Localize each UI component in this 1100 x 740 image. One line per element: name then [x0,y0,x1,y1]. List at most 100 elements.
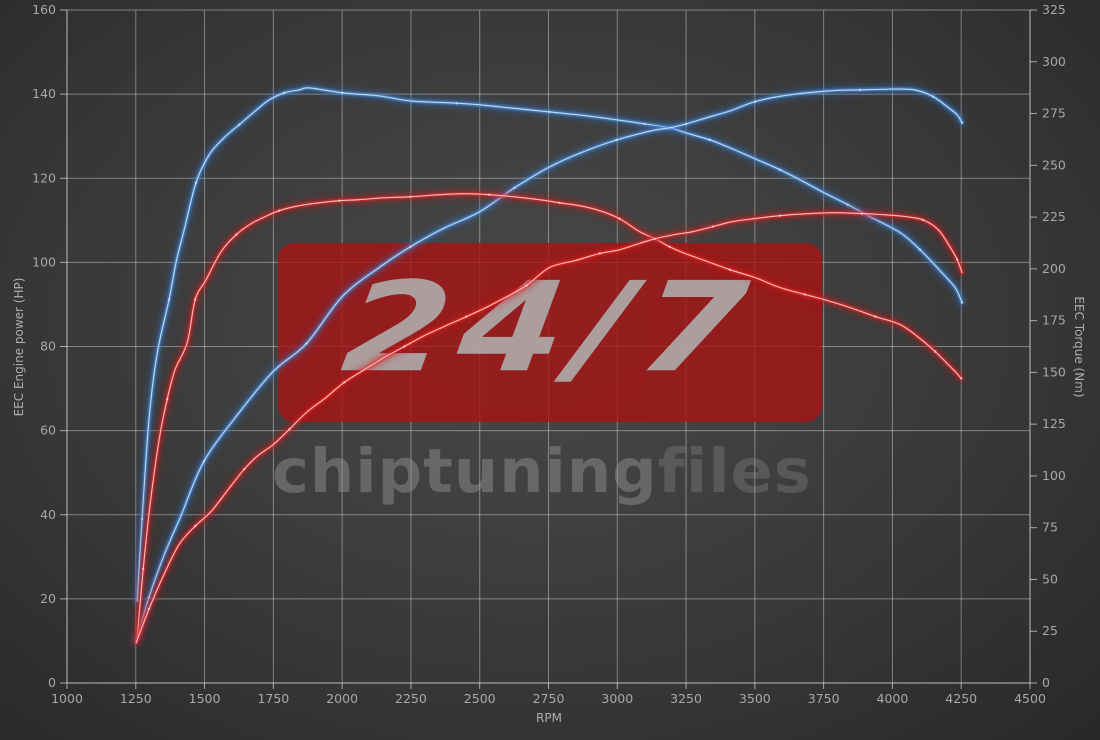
series-power-red [132,208,966,647]
power-red-point [598,252,601,255]
torque-blue-point [643,122,646,126]
x-tick-label: 3750 [808,691,840,706]
torque-blue-point [918,248,922,251]
torque-red-point [558,201,561,204]
series-torque-red [133,189,966,641]
y-left-tick-label: 100 [32,254,56,269]
torque-blue-point [283,91,286,95]
power-blue-point [305,342,308,345]
x-tick-label: 2750 [533,691,565,706]
power-red-point [955,258,959,261]
torque-red-point [618,217,621,220]
y-left-tick-label: 160 [32,2,56,17]
y-right-tick-label: 125 [1042,416,1066,431]
torque-blue-point [341,91,344,95]
torque-blue-point [455,102,458,105]
torque-red-core [136,193,962,638]
x-tick-label: 1000 [51,691,83,706]
power-blue-point [753,100,757,103]
power-red-point [288,428,291,431]
torque-red-point [409,195,412,198]
y-right-tick-label: 150 [1042,364,1066,379]
y-right-tick-label: 325 [1042,2,1066,17]
power-red-point [243,468,246,471]
power-blue-line [134,87,964,643]
y-right-tick-label: 275 [1042,106,1066,121]
power-blue-point [615,138,618,142]
y-right-tick-label: 200 [1042,261,1066,276]
y-right-tick-label: 75 [1042,520,1058,535]
power-blue-core [135,88,963,642]
x-tick-label: 4250 [945,691,977,706]
torque-red-glow [133,189,966,641]
x-tick-label: 4500 [1014,691,1046,706]
y-left-tick-label: 60 [40,423,56,438]
power-red-glow [132,208,966,647]
y-right-tick-label: 250 [1042,157,1066,172]
y-right-tick-label: 0 [1042,675,1050,690]
torque-red-point [873,315,877,318]
x-tick-label: 4000 [877,691,909,706]
power-red-point [343,381,346,384]
torque-red-point [166,398,169,401]
power-red-point [525,284,528,287]
y-left-tick-label: 120 [32,170,56,185]
y-left-tick-label: 40 [40,507,56,522]
torque-blue-point [778,168,782,171]
x-tick-label: 1750 [257,691,289,706]
torque-red-point [803,293,807,296]
power-red-line [134,211,964,645]
x-tick-label: 1500 [189,691,221,706]
power-blue-point [858,88,862,92]
power-red-core [135,212,963,644]
power-red-point [147,607,151,611]
power-red-point [778,214,782,217]
y-right-tick-label: 100 [1042,468,1066,483]
power-blue-point [684,122,687,126]
power-blue-point [409,245,412,248]
power-red-point [860,212,864,215]
power-red-point [194,524,197,528]
torque-red-point [338,199,341,202]
x-tick-label: 2000 [326,691,358,706]
y-right-tick-label: 300 [1042,54,1066,69]
torque-red-point [668,245,671,248]
y-right-tick-label: 25 [1042,623,1058,638]
x-tick-label: 2250 [395,691,427,706]
series-torque-blue [133,83,966,606]
torque-blue-point [708,138,711,141]
power-red-point [465,315,468,318]
x-tick-label: 1250 [120,691,152,706]
power-red-point [711,225,714,228]
x-tick-label: 3500 [739,691,771,706]
power-blue-glow [132,85,966,645]
torque-red-line [135,192,963,639]
torque-blue-point [238,123,241,126]
torque-blue-point [194,181,198,184]
power-blue-point [202,460,206,463]
torque-red-point [933,350,937,353]
series-power-blue [132,85,966,645]
torque-red-point [488,193,491,196]
torque-red-point [142,567,145,571]
torque-blue-point [960,301,964,304]
torque-blue-point [846,203,850,206]
y-left-tick-label: 140 [32,86,56,101]
torque-blue-core [136,87,963,602]
torque-blue-point [167,298,171,301]
power-red-point [921,218,925,222]
power-blue-point [960,121,964,124]
y-left-tick-label: 0 [48,675,56,690]
y-right-tick-label: 50 [1042,571,1058,586]
y-right-tick-label: 175 [1042,313,1066,328]
power-blue-point [931,95,935,98]
power-red-point [403,345,406,348]
torque-red-point [235,233,238,236]
y-right-tick-label: 225 [1042,209,1066,224]
x-tick-label: 3000 [601,691,633,706]
x-tick-label: 3250 [670,691,702,706]
torque-blue-point [548,110,551,114]
